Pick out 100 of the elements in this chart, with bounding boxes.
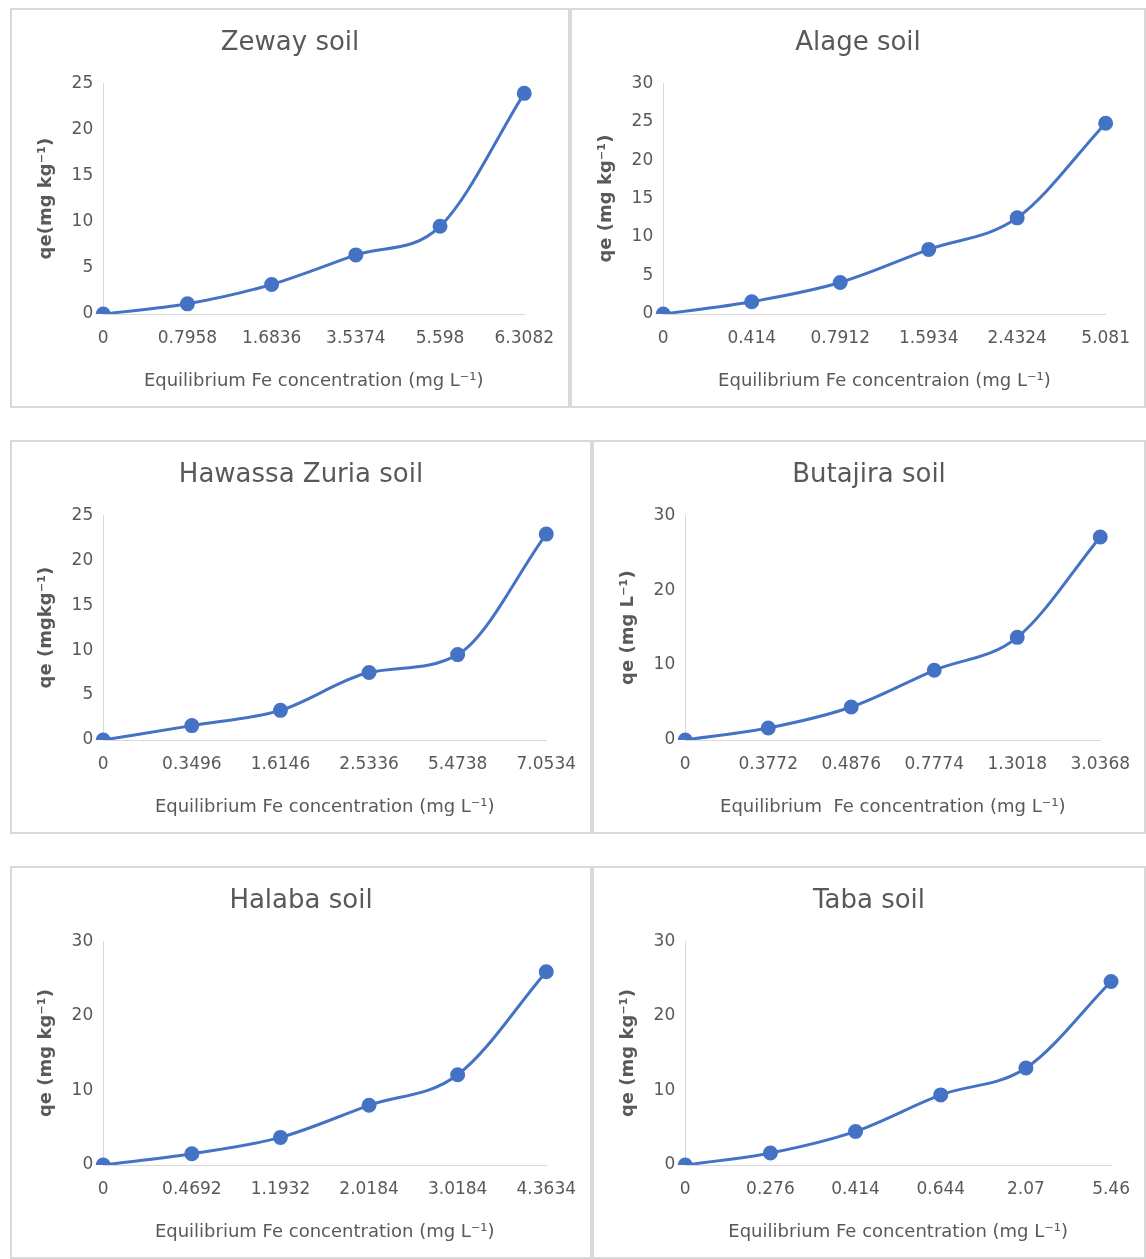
x-tick-label: 5.46 xyxy=(1092,1177,1130,1198)
point xyxy=(179,296,195,312)
x-tick-label: 7.0534 xyxy=(516,752,576,773)
x-tick-label: 0.276 xyxy=(746,1177,795,1198)
chart-title: Hawassa Zuria soil xyxy=(178,458,424,489)
y-tick-label: 10 xyxy=(631,225,654,246)
y-tick-label: 25 xyxy=(71,71,94,92)
y-axis-title: qe (mg kg⁻¹) xyxy=(594,134,616,263)
x-tick-label: 0 xyxy=(679,752,691,773)
x-tick-label: 0 xyxy=(679,1177,691,1198)
x-tick-label: 5.598 xyxy=(415,326,465,347)
point xyxy=(184,718,200,734)
point xyxy=(1009,210,1025,226)
y-tick-label: 10 xyxy=(71,1078,94,1099)
point xyxy=(1092,529,1108,545)
y-axis-title: qe (mgkg⁻¹) xyxy=(34,566,56,689)
point xyxy=(744,294,760,310)
x-tick-label: 0 xyxy=(97,752,109,773)
x-tick-label: 6.3082 xyxy=(494,326,554,347)
y-axis-title: qe (mg L⁻¹) xyxy=(616,570,638,685)
y-axis-title: qe(mg kg⁻¹) xyxy=(34,137,56,260)
point xyxy=(450,647,466,663)
y-tick-label: 20 xyxy=(631,148,654,169)
x-tick-label: 2.07 xyxy=(1006,1177,1045,1198)
point xyxy=(1098,115,1114,131)
x-tick-label: 2.5336 xyxy=(339,752,399,773)
y-tick-label: 5 xyxy=(82,683,94,704)
x-tick-label: 0.414 xyxy=(831,1177,880,1198)
x-tick-label: 2.4324 xyxy=(987,326,1047,347)
x-tick-label: 0.4692 xyxy=(162,1177,222,1198)
point xyxy=(264,276,280,292)
point xyxy=(1009,629,1025,645)
y-tick-label: 30 xyxy=(631,71,654,92)
x-tick-label: 2.0184 xyxy=(339,1177,399,1198)
point xyxy=(762,1145,778,1161)
y-tick-label: 15 xyxy=(71,593,94,614)
x-tick-label: 1.3018 xyxy=(987,752,1047,773)
y-tick-label: 5 xyxy=(82,256,94,277)
x-axis-title: Equilibrium Fe concentration (mg L⁻¹) xyxy=(154,1219,495,1241)
x-tick-label: 3.0184 xyxy=(427,1177,488,1198)
y-tick-label: 30 xyxy=(71,929,94,950)
x-tick-label: 1.1932 xyxy=(250,1177,311,1198)
x-tick-label: 0 xyxy=(97,326,109,347)
y-tick-label: 0 xyxy=(664,1153,676,1174)
point xyxy=(516,85,532,101)
y-tick-label: 20 xyxy=(71,117,94,138)
x-axis-title: Equilibrium Fe concentration (mg L⁻¹) xyxy=(143,368,484,390)
y-tick-label: 20 xyxy=(71,1004,94,1025)
point xyxy=(348,247,364,263)
x-tick-label: 0.7774 xyxy=(904,752,964,773)
point xyxy=(538,964,554,980)
y-tick-label: 5 xyxy=(642,263,654,284)
x-tick-label: 0.7958 xyxy=(157,326,218,347)
x-axis-title: Equilibrium Fe concentraion (mg L⁻¹) xyxy=(718,368,1051,390)
point xyxy=(848,1123,864,1139)
y-tick-label: 25 xyxy=(71,503,94,524)
y-tick-label: 10 xyxy=(71,210,94,231)
y-tick-label: 30 xyxy=(653,929,676,950)
point xyxy=(921,241,937,257)
y-tick-label: 25 xyxy=(631,110,654,131)
x-tick-label: 3.0368 xyxy=(1070,752,1130,773)
x-tick-label: 0.7912 xyxy=(810,326,870,347)
chart-title: Zeway soil xyxy=(220,26,360,57)
point xyxy=(272,702,288,718)
x-tick-label: 3.5374 xyxy=(326,326,386,347)
y-tick-label: 0 xyxy=(82,1153,94,1174)
y-axis-title: qe (mg kg⁻¹) xyxy=(616,989,638,1118)
x-tick-label: 0.3496 xyxy=(162,752,222,773)
chart-title: Taba soil xyxy=(811,884,926,915)
x-tick-label: 5.081 xyxy=(1081,326,1130,347)
y-tick-label: 0 xyxy=(642,302,654,323)
y-tick-label: 20 xyxy=(653,578,676,599)
x-tick-label: 0.4876 xyxy=(821,752,881,773)
y-tick-label: 10 xyxy=(71,638,94,659)
y-tick-label: 20 xyxy=(71,548,94,569)
point xyxy=(843,699,859,715)
point xyxy=(832,274,848,290)
y-axis-title: qe (mg kg⁻¹) xyxy=(34,989,56,1118)
y-tick-label: 10 xyxy=(653,1078,676,1099)
point xyxy=(361,665,377,681)
point xyxy=(1103,973,1119,989)
y-tick-label: 15 xyxy=(71,163,94,184)
x-tick-label: 0.3772 xyxy=(738,752,798,773)
x-tick-label: 1.5934 xyxy=(898,326,959,347)
y-tick-label: 15 xyxy=(631,187,654,208)
point xyxy=(538,526,554,542)
y-tick-label: 0 xyxy=(664,728,676,749)
point xyxy=(926,662,942,678)
chart-title: Alage soil xyxy=(795,26,921,57)
x-axis-title: Equilibrium Fe concentration (mg L⁻¹) xyxy=(720,794,1066,816)
x-tick-label: 0 xyxy=(97,1177,109,1198)
x-tick-label: 1.6146 xyxy=(250,752,311,773)
chart-title: Butajira soil xyxy=(792,458,946,489)
x-axis-title: Equilibrium Fe concentration (mg L⁻¹) xyxy=(154,794,495,816)
x-tick-label: 0.644 xyxy=(916,1177,966,1198)
point xyxy=(933,1087,949,1103)
point xyxy=(432,218,448,234)
point xyxy=(272,1129,288,1145)
x-tick-label: 5.4738 xyxy=(427,752,488,773)
chart-title: Halaba soil xyxy=(229,884,373,915)
